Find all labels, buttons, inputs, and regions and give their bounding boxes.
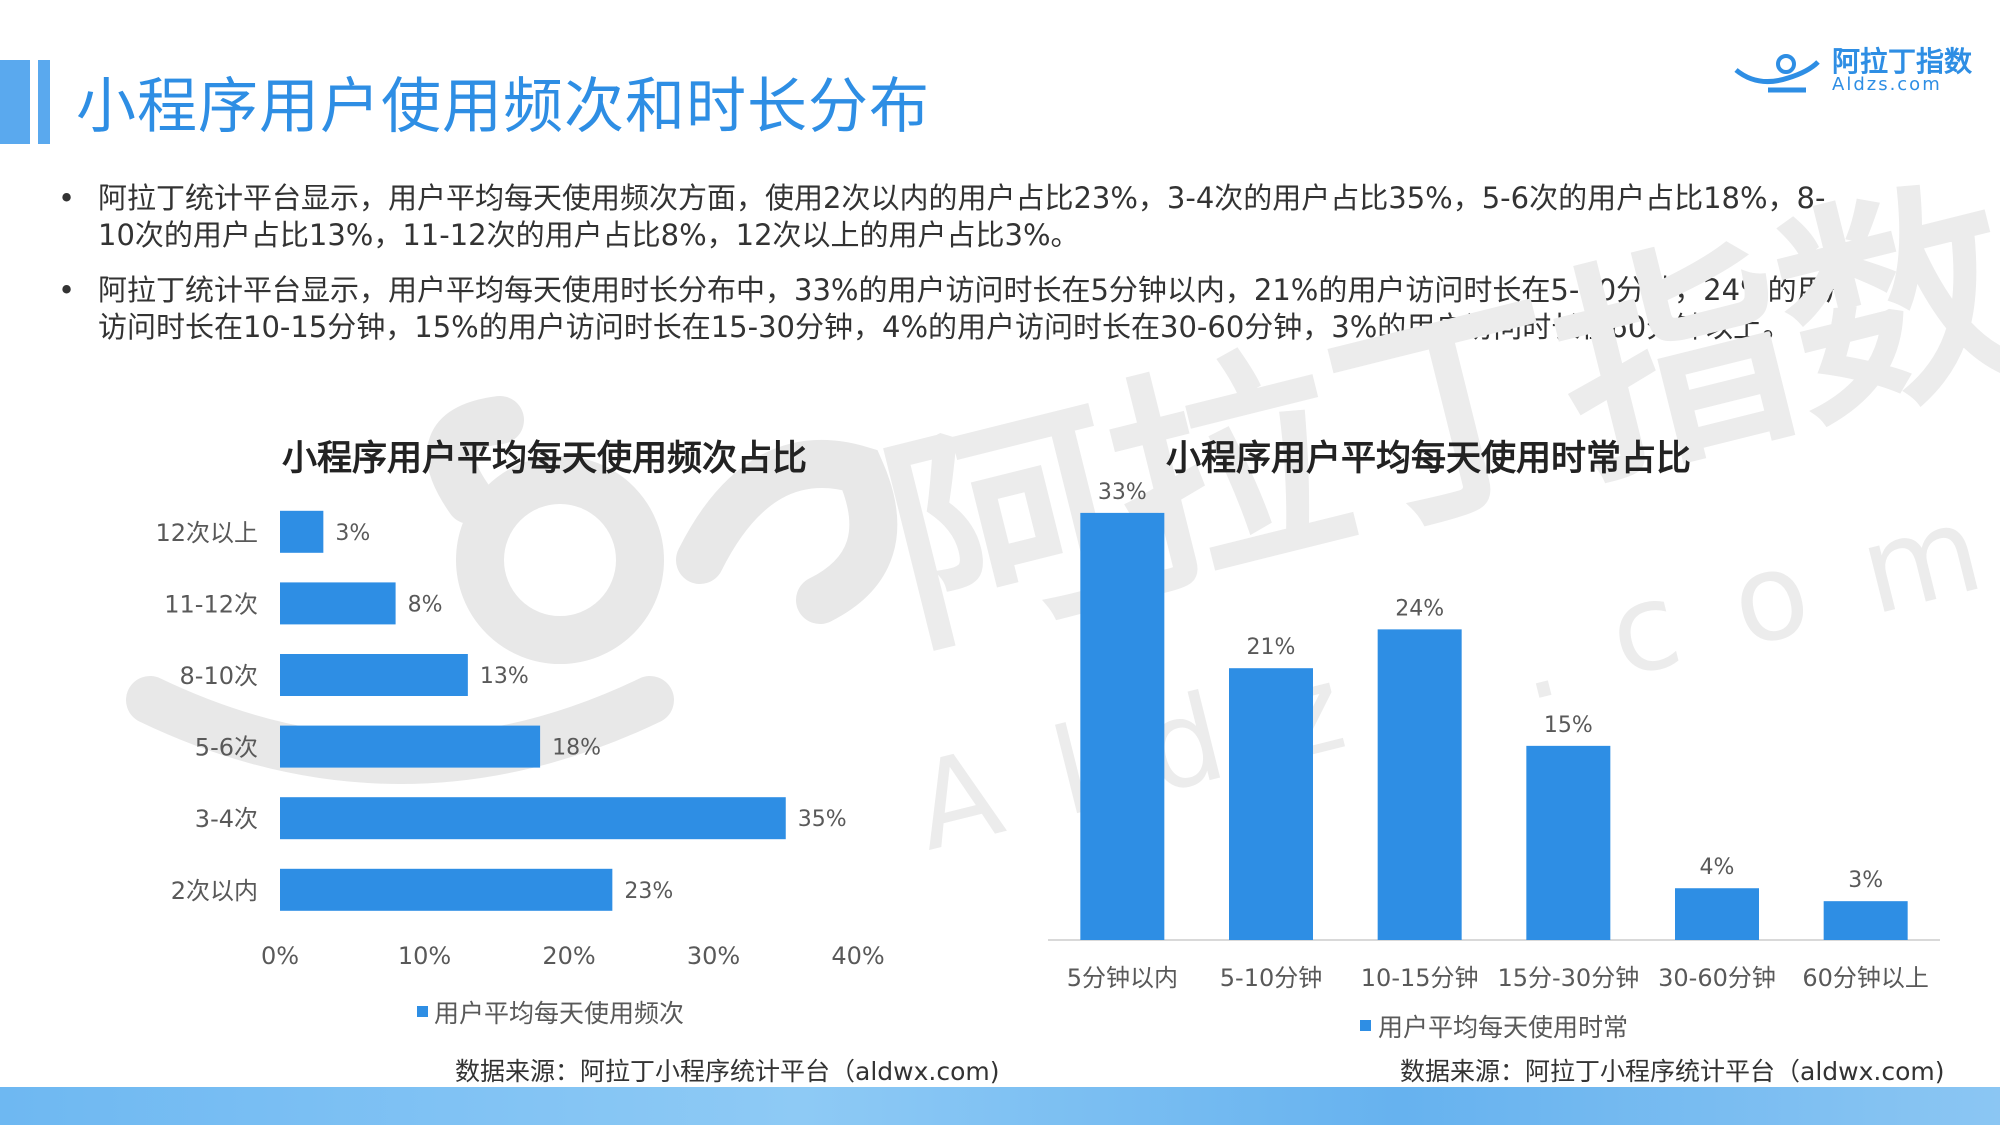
category-label: 12次以上 (155, 519, 258, 547)
bullet-list: • 阿拉丁统计平台显示，用户平均每天使用频次方面，使用2次以内的用户占比23%，… (58, 180, 1858, 364)
legend-swatch (417, 1006, 428, 1017)
category-label: 3-4次 (195, 805, 258, 833)
logo-text-en: Aldzs.com (1832, 74, 1942, 95)
x-tick-label: 40% (831, 942, 884, 970)
data-label: 18% (552, 736, 601, 761)
bar (280, 510, 324, 553)
x-tick-label: 30% (687, 942, 740, 970)
data-label: 24% (1395, 596, 1444, 621)
bar (1823, 901, 1908, 940)
chart-title-frequency: 小程序用户平均每天使用频次占比 (282, 439, 808, 479)
legend-swatch (1360, 1020, 1371, 1031)
lamp-logo-icon (1734, 54, 1820, 93)
x-tick-label: 0% (261, 942, 299, 970)
page-title: 小程序用户使用频次和时长分布 (76, 72, 930, 142)
category-label: 60分钟以上 (1802, 964, 1929, 992)
bar (1080, 512, 1165, 940)
category-label: 30-60分钟 (1658, 964, 1776, 992)
logo-text-cn: 阿拉丁指数 (1832, 45, 1973, 78)
bar (280, 868, 613, 911)
bar (1229, 668, 1313, 940)
x-tick-label: 20% (542, 942, 595, 970)
title-accent-bar (0, 60, 30, 144)
bullet-dot-icon: • (58, 181, 76, 215)
bar (1377, 629, 1462, 940)
data-label: 35% (798, 807, 847, 832)
title-accent-bar-thin (38, 60, 50, 144)
data-label: 3% (335, 521, 370, 546)
legend-label: 用户平均每天使用时常 (1378, 1013, 1628, 1042)
category-label: 2次以内 (171, 877, 258, 905)
bullet-text: 阿拉丁统计平台显示，用户平均每天使用频次方面，使用2次以内的用户占比23%，3-… (98, 181, 1826, 252)
data-label: 13% (480, 664, 529, 689)
data-label: 21% (1247, 635, 1296, 660)
chart-title-duration: 小程序用户平均每天使用时常占比 (1166, 439, 1692, 479)
category-label: 5分钟以内 (1067, 964, 1178, 992)
data-label: 8% (408, 592, 443, 617)
data-label: 23% (624, 879, 673, 904)
legend-label: 用户平均每天使用频次 (434, 999, 684, 1028)
data-label: 3% (1848, 868, 1883, 893)
data-label: 15% (1544, 713, 1593, 738)
category-label: 11-12次 (164, 590, 258, 618)
bar (280, 582, 396, 625)
bar (1526, 745, 1611, 940)
source-note-left: 数据来源：阿拉丁小程序统计平台（aldwx.com) (455, 1057, 1000, 1086)
bar (1675, 888, 1759, 940)
bullet-item: • 阿拉丁统计平台显示，用户平均每天使用频次方面，使用2次以内的用户占比23%，… (58, 180, 1858, 254)
data-label: 33% (1098, 480, 1147, 505)
data-label: 4% (1700, 855, 1735, 880)
category-label: 15分-30分钟 (1497, 964, 1639, 992)
category-label: 8-10次 (180, 662, 258, 690)
bullet-item: • 阿拉丁统计平台显示，用户平均每天使用时长分布中，33%的用户访问时长在5分钟… (58, 272, 1858, 346)
footer-band (0, 1087, 2000, 1125)
bar (280, 797, 786, 840)
x-tick-label: 10% (398, 942, 451, 970)
bar (280, 654, 468, 696)
category-label: 10-15分钟 (1361, 964, 1479, 992)
bullet-dot-icon: • (58, 273, 76, 307)
bar (280, 725, 541, 768)
source-note-right: 数据来源：阿拉丁小程序统计平台（aldwx.com) (1400, 1057, 1945, 1086)
category-label: 5-6次 (195, 734, 258, 762)
category-label: 5-10分钟 (1220, 964, 1322, 992)
bullet-text: 阿拉丁统计平台显示，用户平均每天使用时长分布中，33%的用户访问时长在5分钟以内… (98, 273, 1855, 344)
